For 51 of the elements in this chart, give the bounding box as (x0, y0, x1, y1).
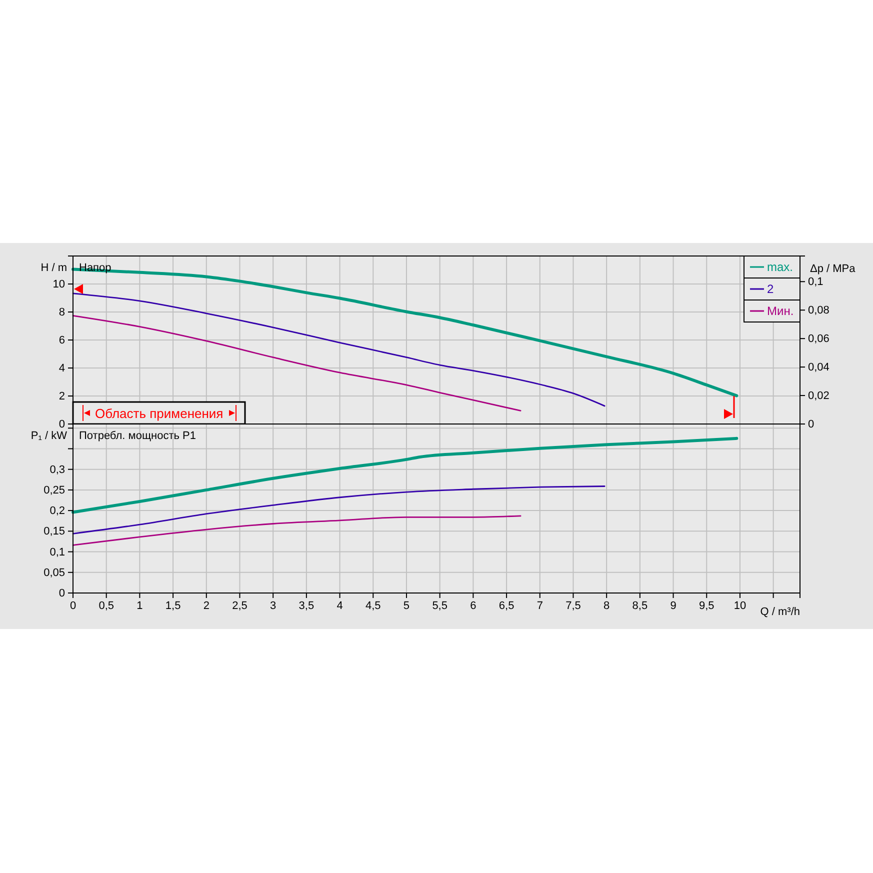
y-tick-label: 0,15 (44, 526, 65, 538)
y-tick-label: 8 (58, 306, 65, 319)
y2-tick-label: 0,02 (808, 390, 830, 402)
x-tick-label: 4,5 (365, 600, 381, 612)
x-tick-label: 3,5 (298, 600, 314, 612)
annotation: Область применения (95, 406, 224, 421)
y-axis-title: P₁ / kW (30, 430, 68, 442)
x-tick-label: 1,5 (165, 600, 181, 612)
y2-tick-label: 0,1 (808, 276, 824, 288)
y-tick-label: 4 (58, 362, 65, 375)
x-tick-label: 9 (670, 600, 676, 612)
legend-label: Мин. (767, 304, 794, 318)
text: Потребл. мощность P1 (79, 430, 196, 442)
line-series (72, 486, 606, 534)
x-tick-label: 8,5 (632, 600, 648, 612)
y-tick-label: 0,1 (50, 546, 65, 558)
y-tick-label: 2 (58, 390, 65, 403)
y2-tick-label: 0,04 (808, 362, 830, 374)
x-tick-label: 0 (70, 600, 76, 612)
y-axis-title: H / m (40, 262, 67, 274)
x-tick-label: 7,5 (566, 600, 581, 612)
y2-axis-title: Δp / MPa (810, 263, 856, 275)
y-tick-label: 0 (58, 588, 65, 600)
x-tick-label: 8 (604, 600, 610, 612)
y-tick-label: 6 (58, 334, 65, 347)
x-tick-label: 0,5 (98, 600, 114, 612)
x-tick-label: 5,5 (432, 600, 448, 612)
x-tick-label: 6,5 (498, 600, 514, 612)
x-tick-label: 10 (734, 600, 746, 612)
y-tick-label: 0,25 (44, 484, 65, 496)
y-tick-label: 0,2 (50, 505, 65, 518)
line-series (72, 515, 522, 546)
y-tick-label: 0 (58, 418, 65, 431)
x-tick-label: 7 (536, 600, 543, 612)
x-tick-label: 6 (470, 600, 476, 612)
x-tick-label: 9,5 (698, 600, 714, 612)
x-tick-label: 5 (403, 600, 410, 612)
legend-label: max. (767, 260, 794, 274)
x-axis-title: Q / m³/h (760, 606, 800, 618)
legend-label: 2 (767, 282, 774, 296)
y2-tick-label: 0,06 (808, 333, 830, 346)
y2-tick-label: 0 (808, 418, 814, 431)
y-tick-label: 0,3 (50, 464, 65, 476)
y2-tick-label: 0,08 (808, 304, 830, 317)
y-tick-label: 0,05 (44, 566, 65, 579)
x-tick-label: 1 (136, 600, 143, 612)
x-tick-label: 2,5 (232, 600, 248, 612)
y-tick-label: 10 (52, 278, 65, 291)
x-tick-label: 2 (203, 600, 210, 612)
x-tick-label: 3 (270, 600, 276, 612)
x-tick-label: 4 (336, 600, 343, 612)
